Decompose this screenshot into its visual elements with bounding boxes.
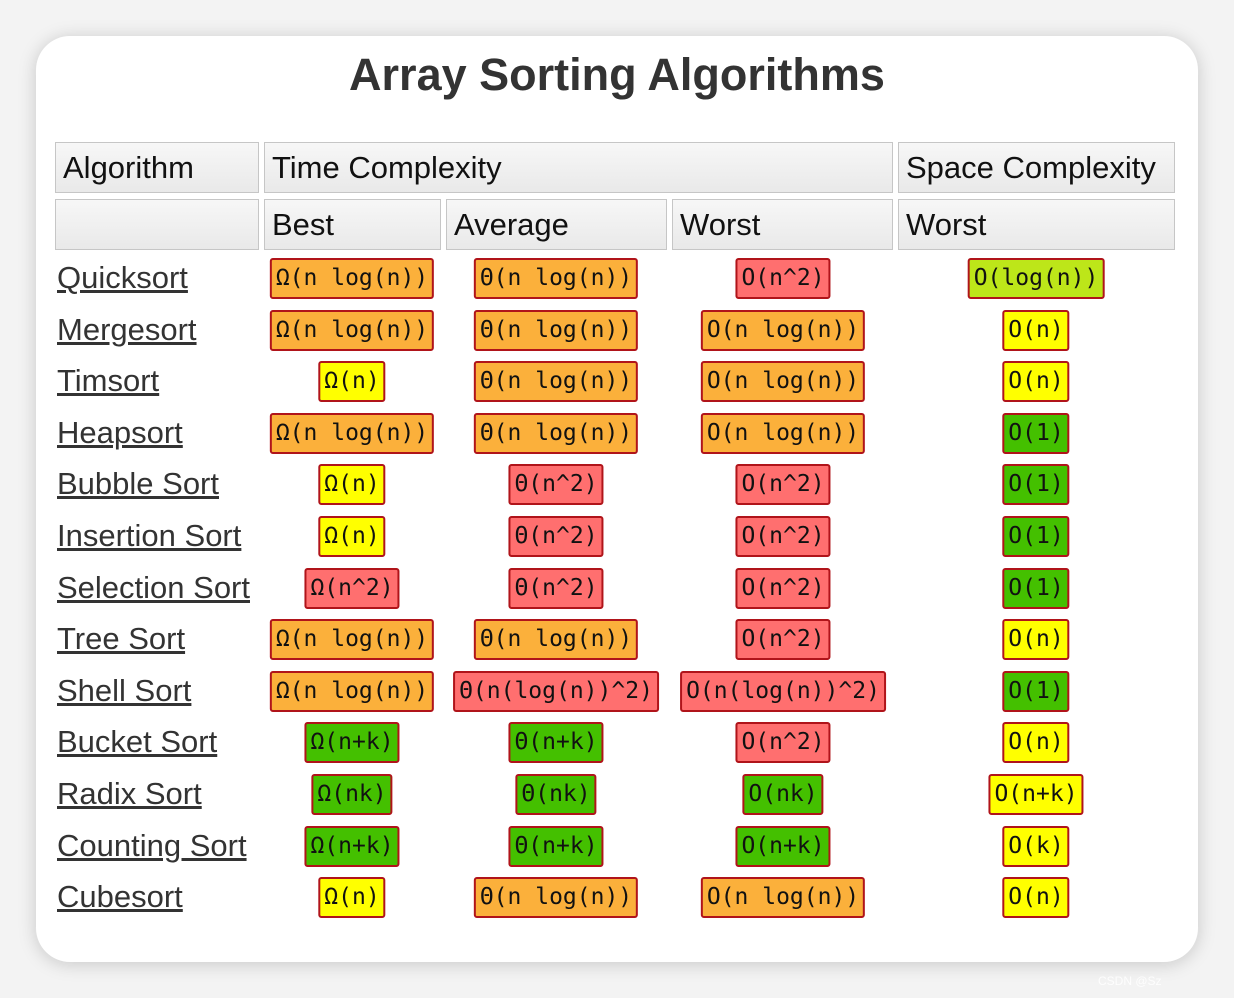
algorithm-link[interactable]: Counting Sort: [57, 828, 247, 863]
algorithm-link[interactable]: Cubesort: [57, 879, 183, 914]
complexity-badge-worst: O(n log(n)): [700, 310, 866, 351]
header-time-complexity: Time Complexity: [264, 142, 893, 193]
algorithm-link[interactable]: Timsort: [57, 363, 160, 398]
complexity-badge-best: Ω(n+k): [304, 826, 400, 867]
complexity-badge-average: Θ(n(log(n))^2): [453, 671, 659, 712]
complexity-badge-best: Ω(n): [318, 464, 386, 505]
complexity-badge-space: O(1): [1002, 413, 1070, 454]
header-worst-space: Worst: [898, 199, 1175, 250]
header-empty: [55, 199, 259, 250]
complexity-badge-best: Ω(n log(n)): [269, 413, 435, 454]
complexity-badge-worst: O(nk): [742, 774, 824, 815]
complexity-badge-space: O(n): [1002, 877, 1070, 918]
header-average: Average: [446, 199, 667, 250]
complexity-badge-best: Ω(n^2): [304, 568, 400, 609]
complexity-badge-space: O(n+k): [988, 774, 1084, 815]
complexity-badge-space: O(1): [1002, 516, 1070, 557]
algorithm-link[interactable]: Bucket Sort: [57, 724, 218, 759]
algorithm-link[interactable]: Insertion Sort: [57, 518, 242, 553]
complexity-badge-worst: O(n+k): [735, 826, 831, 867]
watermark: CSDN @Sz: [1098, 974, 1162, 988]
algorithm-link[interactable]: Mergesort: [57, 312, 197, 347]
header-algorithm: Algorithm: [55, 142, 259, 193]
complexity-badge-space: O(n): [1002, 361, 1070, 402]
complexity-badge-worst: O(n^2): [735, 568, 831, 609]
complexity-badge-average: Θ(nk): [515, 774, 597, 815]
complexity-badge-best: Ω(n log(n)): [269, 310, 435, 351]
complexity-badge-best: Ω(nk): [311, 774, 393, 815]
complexity-badge-best: Ω(n+k): [304, 722, 400, 763]
complexity-badge-worst: O(n^2): [735, 619, 831, 660]
complexity-badge-space: O(log(n)): [967, 258, 1105, 299]
complexity-badge-average: Θ(n log(n)): [473, 619, 639, 660]
complexity-badge-space: O(n): [1002, 722, 1070, 763]
complexity-badge-worst: O(n^2): [735, 464, 831, 505]
complexity-badge-best: Ω(n log(n)): [269, 619, 435, 660]
algorithm-link[interactable]: Quicksort: [57, 260, 188, 295]
complexity-badge-best: Ω(n log(n)): [269, 671, 435, 712]
complexity-badge-average: Θ(n log(n)): [473, 877, 639, 918]
algorithm-link[interactable]: Heapsort: [57, 415, 183, 450]
complexity-badge-space: O(n): [1002, 619, 1070, 660]
page-title: Array Sorting Algorithms: [349, 49, 885, 100]
complexity-badge-average: Θ(n^2): [508, 516, 604, 557]
complexity-badge-average: Θ(n+k): [508, 826, 604, 867]
algorithm-link[interactable]: Tree Sort: [57, 621, 186, 656]
algorithm-link[interactable]: Bubble Sort: [57, 466, 219, 501]
complexity-badge-average: Θ(n+k): [508, 722, 604, 763]
complexity-badge-space: O(1): [1002, 671, 1070, 712]
complexity-badge-average: Θ(n log(n)): [473, 361, 639, 402]
complexity-badge-space: O(k): [1002, 826, 1070, 867]
complexity-badge-space: O(n): [1002, 310, 1070, 351]
header-worst-time: Worst: [672, 199, 893, 250]
complexity-badge-average: Θ(n log(n)): [473, 310, 639, 351]
algorithm-link[interactable]: Shell Sort: [57, 673, 192, 708]
complexity-badge-average: Θ(n log(n)): [473, 413, 639, 454]
complexity-badge-worst: O(n^2): [735, 258, 831, 299]
complexity-badge-best: Ω(n log(n)): [269, 258, 435, 299]
complexity-badge-best: Ω(n): [318, 516, 386, 557]
complexity-badge-average: Θ(n^2): [508, 464, 604, 505]
complexity-badge-worst: O(n(log(n))^2): [680, 671, 886, 712]
complexity-badge-best: Ω(n): [318, 361, 386, 402]
complexity-badge-worst: O(n^2): [735, 516, 831, 557]
complexity-badge-average: Θ(n^2): [508, 568, 604, 609]
complexity-badge-worst: O(n log(n)): [700, 361, 866, 402]
algorithm-link[interactable]: Selection Sort: [57, 570, 250, 605]
complexity-badge-worst: O(n^2): [735, 722, 831, 763]
header-best: Best: [264, 199, 441, 250]
complexity-badge-average: Θ(n log(n)): [473, 258, 639, 299]
algorithm-link[interactable]: Radix Sort: [57, 776, 202, 811]
complexity-badge-worst: O(n log(n)): [700, 413, 866, 454]
header-space-complexity: Space Complexity: [898, 142, 1175, 193]
complexity-badge-best: Ω(n): [318, 877, 386, 918]
complexity-badge-space: O(1): [1002, 568, 1070, 609]
complexity-badge-worst: O(n log(n)): [700, 877, 866, 918]
complexity-badge-space: O(1): [1002, 464, 1070, 505]
